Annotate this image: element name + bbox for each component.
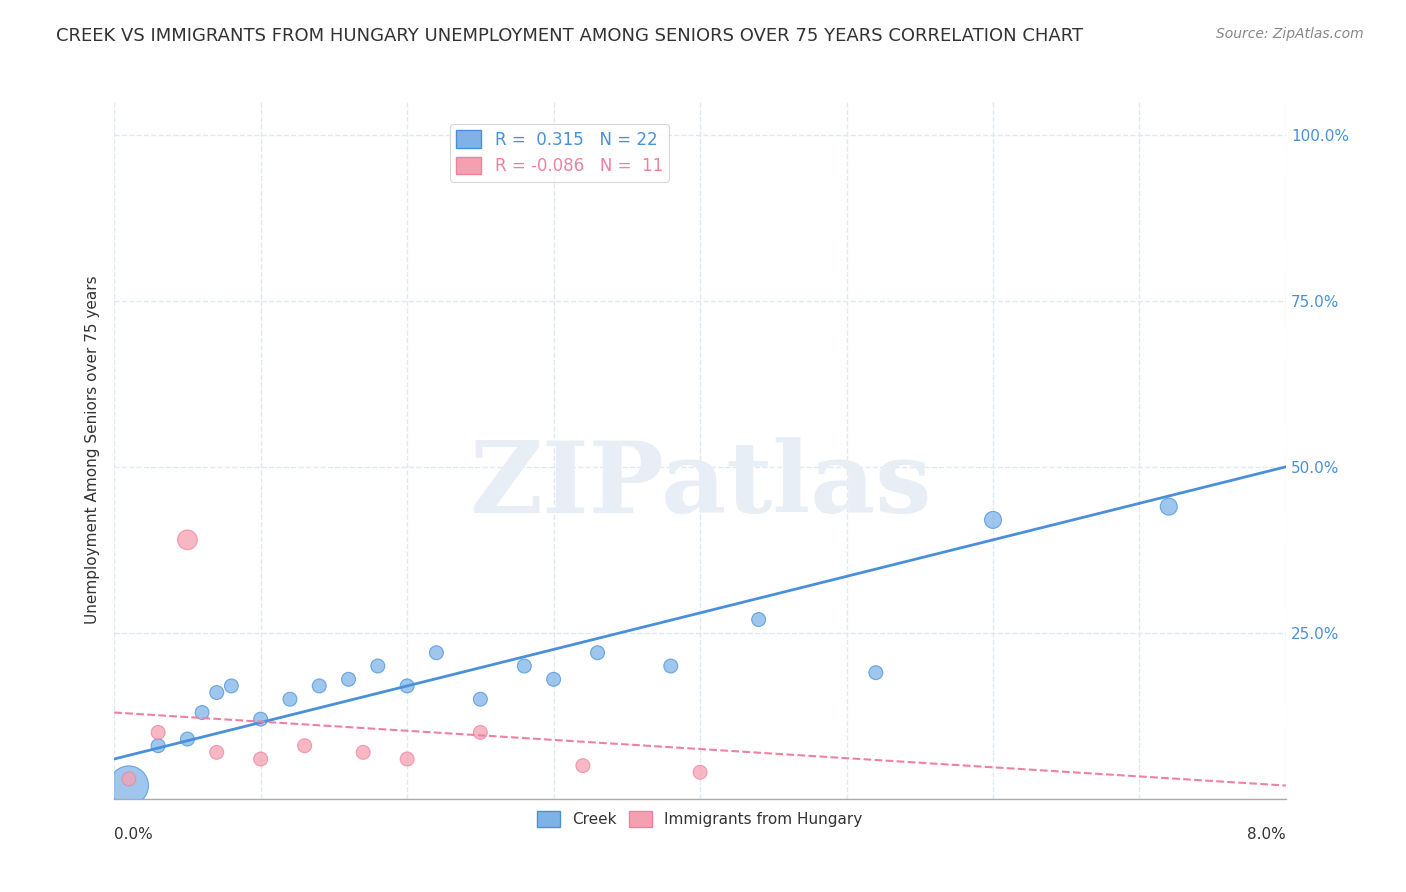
Point: [513, 659, 536, 673]
Point: [118, 772, 141, 786]
Point: [278, 692, 301, 706]
Point: [396, 679, 419, 693]
Point: [659, 659, 682, 673]
Point: [543, 673, 565, 687]
Point: [176, 533, 198, 547]
Point: [586, 646, 609, 660]
Legend: Creek, Immigrants from Hungary: Creek, Immigrants from Hungary: [531, 805, 869, 833]
Point: [191, 706, 214, 720]
Point: [337, 673, 360, 687]
Y-axis label: Unemployment Among Seniors over 75 years: Unemployment Among Seniors over 75 years: [86, 276, 100, 624]
Point: [308, 679, 330, 693]
Point: [396, 752, 419, 766]
Point: [249, 752, 271, 766]
Text: CREEK VS IMMIGRANTS FROM HUNGARY UNEMPLOYMENT AMONG SENIORS OVER 75 YEARS CORREL: CREEK VS IMMIGRANTS FROM HUNGARY UNEMPLO…: [56, 27, 1084, 45]
Point: [689, 765, 711, 780]
Text: Source: ZipAtlas.com: Source: ZipAtlas.com: [1216, 27, 1364, 41]
Point: [425, 646, 447, 660]
Point: [176, 732, 198, 747]
Point: [367, 659, 389, 673]
Point: [572, 758, 595, 772]
Point: [1157, 500, 1180, 514]
Point: [146, 725, 169, 739]
Point: [865, 665, 887, 680]
Text: 8.0%: 8.0%: [1247, 827, 1286, 842]
Point: [118, 779, 141, 793]
Point: [294, 739, 316, 753]
Text: 0.0%: 0.0%: [114, 827, 153, 842]
Point: [221, 679, 243, 693]
Point: [748, 613, 770, 627]
Point: [981, 513, 1004, 527]
Point: [205, 685, 228, 699]
Point: [205, 745, 228, 759]
Point: [249, 712, 271, 726]
Point: [470, 692, 492, 706]
Text: ZIPatlas: ZIPatlas: [468, 436, 931, 533]
Point: [146, 739, 169, 753]
Point: [470, 725, 492, 739]
Point: [352, 745, 374, 759]
